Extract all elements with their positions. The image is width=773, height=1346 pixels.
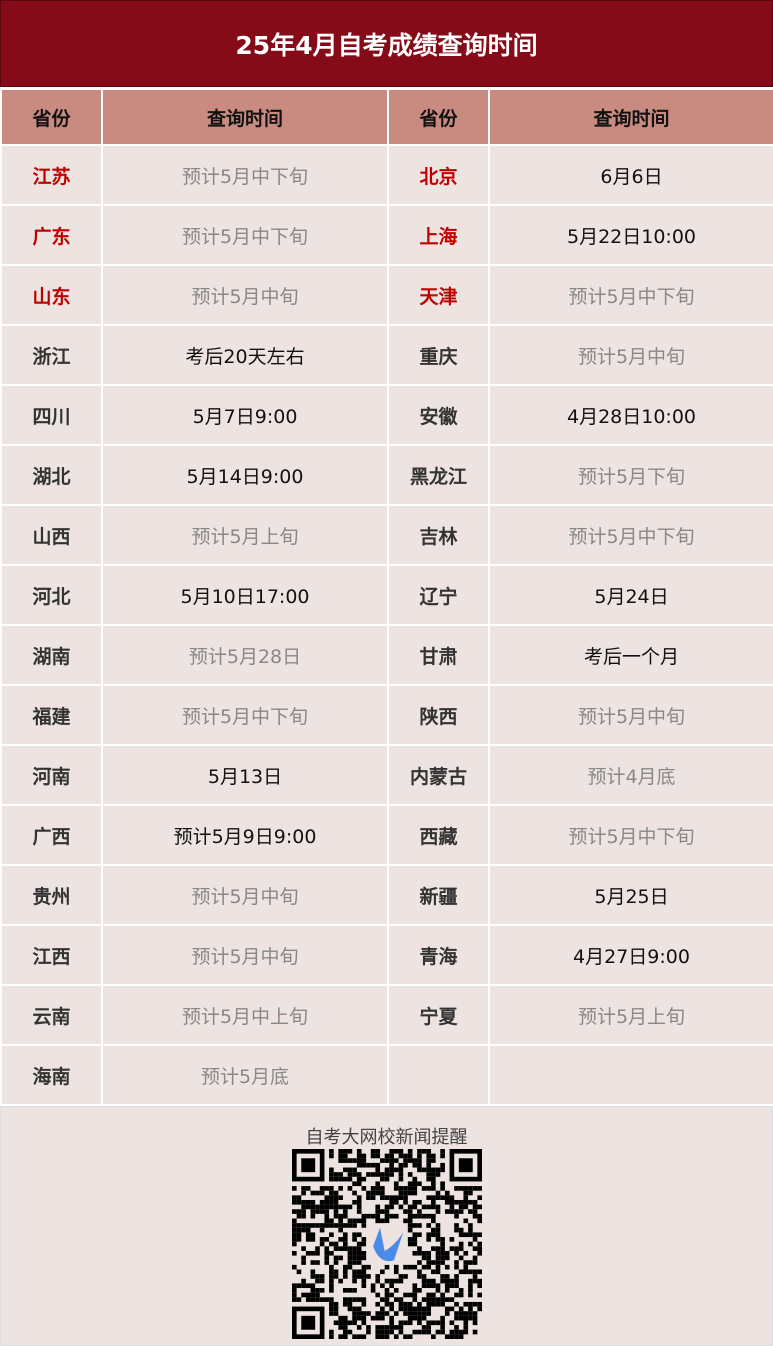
query-time-cell: 预计5月中旬 — [101, 864, 389, 926]
header-time: 查询时间 — [101, 88, 389, 146]
query-time-cell: 预计5月底 — [101, 1044, 389, 1106]
province-cell: 重庆 — [387, 324, 490, 386]
table-row: 河北 5月10日17:00 辽宁 5月24日 — [0, 564, 773, 626]
province-cell: 宁夏 — [387, 984, 490, 1046]
province-cell: 新疆 — [387, 864, 490, 926]
table-header: 省份 查询时间 省份 查询时间 — [0, 88, 773, 146]
score-query-table: 省份 查询时间 省份 查询时间 江苏 预计5月中下旬 北京 6月6日 广东 预计5月中下旬… — [0, 88, 773, 1106]
query-time-cell: 预计5月中下旬 — [101, 144, 389, 206]
table-row: 广西 预计5月9日9:00 西藏 预计5月中下旬 — [0, 804, 773, 866]
query-time-cell: 5月10日17:00 — [101, 564, 389, 626]
table-row: 浙江 考后20天左右 重庆 预计5月中旬 — [0, 324, 773, 386]
query-time-cell: 预计5月28日 — [101, 624, 389, 686]
query-time-cell: 预计5月中旬 — [101, 924, 389, 986]
table-row: 湖南 预计5月28日 甘肃 考后一个月 — [0, 624, 773, 686]
query-time-cell: 预计5月中上旬 — [101, 984, 389, 1046]
header-province: 省份 — [387, 88, 490, 146]
table-row: 贵州 预计5月中旬 新疆 5月25日 — [0, 864, 773, 926]
province-cell: 云南 — [0, 984, 103, 1046]
table-row: 江西 预计5月中旬 青海 4月27日9:00 — [0, 924, 773, 986]
query-time-cell: 预计5月中下旬 — [488, 264, 773, 326]
query-time-cell: 预计5月中旬 — [101, 264, 389, 326]
province-cell: 河南 — [0, 744, 103, 806]
province-cell: 湖南 — [0, 624, 103, 686]
query-time-cell: 预计5月中下旬 — [101, 684, 389, 746]
province-cell: 内蒙古 — [387, 744, 490, 806]
query-time-cell: 5月7日9:00 — [101, 384, 389, 446]
province-cell: 四川 — [0, 384, 103, 446]
query-time-cell: 5月14日9:00 — [101, 444, 389, 506]
province-cell: 福建 — [0, 684, 103, 746]
table-row: 山东 预计5月中旬 天津 预计5月中下旬 — [0, 264, 773, 326]
province-cell: 海南 — [0, 1044, 103, 1106]
province-cell: 江苏 — [0, 144, 103, 206]
province-cell: 黑龙江 — [387, 444, 490, 506]
province-cell: 湖北 — [0, 444, 103, 506]
table-row: 云南 预计5月中上旬 宁夏 预计5月上旬 — [0, 984, 773, 1046]
province-cell: 上海 — [387, 204, 490, 266]
table-row: 福建 预计5月中下旬 陕西 预计5月中旬 — [0, 684, 773, 746]
table-row: 四川 5月7日9:00 安徽 4月28日10:00 — [0, 384, 773, 446]
query-time-cell: 4月27日9:00 — [488, 924, 773, 986]
province-cell: 辽宁 — [387, 564, 490, 626]
province-cell: 青海 — [387, 924, 490, 986]
query-time-cell: 预计5月中旬 — [488, 324, 773, 386]
query-time-cell: 预计5月上旬 — [488, 984, 773, 1046]
query-time-cell: 5月13日 — [101, 744, 389, 806]
table-row: 江苏 预计5月中下旬 北京 6月6日 — [0, 144, 773, 206]
table-row: 河南 5月13日 内蒙古 预计4月底 — [0, 744, 773, 806]
query-time-cell: 5月22日10:00 — [488, 204, 773, 266]
query-time-cell: 6月6日 — [488, 144, 773, 206]
province-cell: 山东 — [0, 264, 103, 326]
query-time-cell: 4月28日10:00 — [488, 384, 773, 446]
province-cell — [387, 1044, 490, 1106]
table-row: 湖北 5月14日9:00 黑龙江 预计5月下旬 — [0, 444, 773, 506]
province-cell: 广东 — [0, 204, 103, 266]
province-cell: 广西 — [0, 804, 103, 866]
query-time-cell: 考后一个月 — [488, 624, 773, 686]
footer: 自考大网校新闻提醒 — [0, 1106, 773, 1346]
table-row: 广东 预计5月中下旬 上海 5月22日10:00 — [0, 204, 773, 266]
province-cell: 山西 — [0, 504, 103, 566]
page-title: 25年4月自考成绩查询时间 — [0, 0, 773, 87]
province-cell: 贵州 — [0, 864, 103, 926]
province-cell: 河北 — [0, 564, 103, 626]
query-time-cell: 5月25日 — [488, 864, 773, 926]
query-time-cell: 预计5月9日9:00 — [101, 804, 389, 866]
province-cell: 吉林 — [387, 504, 490, 566]
query-time-cell: 预计5月上旬 — [101, 504, 389, 566]
query-time-cell: 预计4月底 — [488, 744, 773, 806]
table-row: 山西 预计5月上旬 吉林 预计5月中下旬 — [0, 504, 773, 566]
province-cell: 陕西 — [387, 684, 490, 746]
province-cell: 甘肃 — [387, 624, 490, 686]
query-time-cell: 考后20天左右 — [101, 324, 389, 386]
table-row: 海南 预计5月底 — [0, 1044, 773, 1106]
province-cell: 北京 — [387, 144, 490, 206]
query-time-cell: 预计5月中下旬 — [488, 504, 773, 566]
query-time-cell: 5月24日 — [488, 564, 773, 626]
header-province: 省份 — [0, 88, 103, 146]
province-cell: 天津 — [387, 264, 490, 326]
qr-code — [291, 1149, 482, 1339]
query-time-cell — [488, 1044, 773, 1106]
query-time-cell: 预计5月下旬 — [488, 444, 773, 506]
query-time-cell: 预计5月中下旬 — [488, 804, 773, 866]
query-time-cell: 预计5月中旬 — [488, 684, 773, 746]
province-cell: 西藏 — [387, 804, 490, 866]
province-cell: 江西 — [0, 924, 103, 986]
province-cell: 浙江 — [0, 324, 103, 386]
footer-caption: 自考大网校新闻提醒 — [305, 1127, 468, 1148]
header-time: 查询时间 — [488, 88, 773, 146]
province-cell: 安徽 — [387, 384, 490, 446]
query-time-cell: 预计5月中下旬 — [101, 204, 389, 266]
